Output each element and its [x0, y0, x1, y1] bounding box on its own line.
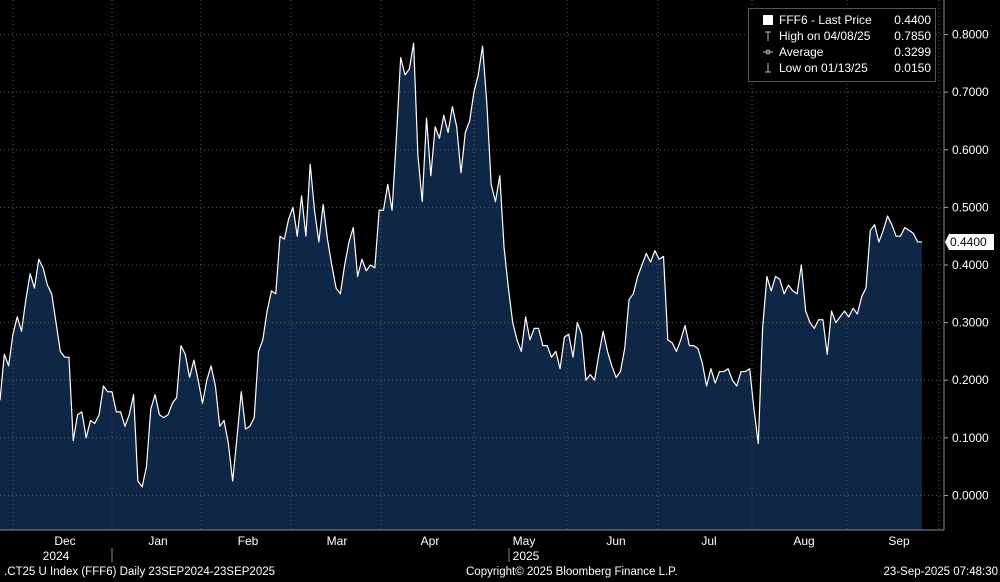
series-line — [0, 42, 922, 488]
legend-value: 0.4400 — [894, 13, 931, 27]
x-tick-label: Sep — [888, 534, 910, 548]
legend-row-high: High on 04/08/25 0.7850 — [763, 28, 931, 44]
x-tick-label: Aug — [793, 534, 814, 548]
x-tick-label: Mar — [327, 534, 348, 548]
legend-label: Low on 01/13/25 — [779, 61, 868, 75]
chart-legend: FFF6 - Last Price 0.4400 High on 04/08/2… — [748, 8, 936, 82]
footer-security-info: .CT25 U Index (FFF6) Daily 23SEP2024-23S… — [4, 566, 276, 578]
legend-row-average: Average 0.3299 — [763, 44, 931, 60]
y-tick-label: 0.1000 — [952, 431, 989, 445]
low-marker-icon — [765, 63, 771, 73]
legend-label: High on 04/08/25 — [779, 29, 871, 43]
y-tick-label: 0.4000 — [952, 258, 989, 272]
legend-row-last-price: FFF6 - Last Price 0.4400 — [763, 12, 931, 28]
legend-row-low: Low on 01/13/25 0.0150 — [763, 60, 931, 76]
legend-value: 0.0150 — [894, 61, 931, 75]
high-marker-icon — [765, 31, 771, 41]
x-tick-label: Dec — [54, 534, 75, 548]
footer-timestamp: 23-Sep-2025 07:48:30 — [883, 566, 998, 578]
last-price-label: 0.4400 — [950, 235, 987, 249]
x-tick-label: May — [513, 534, 536, 548]
x-tick-label: Jan — [148, 534, 167, 548]
x-tick-label: Jul — [701, 534, 716, 548]
legend-value: 0.3299 — [894, 45, 931, 59]
y-tick-label: 0.5000 — [952, 200, 989, 214]
y-tick-label: 0.6000 — [952, 143, 989, 157]
last-price-tag — [945, 233, 994, 250]
y-tick-label: 0.3000 — [952, 316, 989, 330]
area-fill — [0, 43, 922, 531]
y-tick-label: 0.0000 — [952, 488, 989, 502]
y-tick-label: 0.8000 — [952, 28, 989, 42]
legend-value: 0.7850 — [894, 29, 931, 43]
legend-label: Average — [779, 45, 824, 59]
average-marker-icon — [763, 49, 773, 55]
x-year-label: 2024 — [43, 549, 70, 563]
legend-label: FFF6 - Last Price — [779, 13, 872, 27]
x-tick-label: Apr — [421, 534, 440, 548]
y-tick-label: 0.2000 — [952, 373, 989, 387]
y-tick-label: 0.7000 — [952, 85, 989, 99]
legend-swatch-icon — [763, 15, 773, 25]
x-tick-label: Feb — [238, 534, 259, 548]
x-tick-label: Jun — [606, 534, 625, 548]
footer-copyright: Copyright© 2025 Bloomberg Finance L.P. — [466, 566, 678, 578]
x-year-label: 2025 — [513, 549, 540, 563]
